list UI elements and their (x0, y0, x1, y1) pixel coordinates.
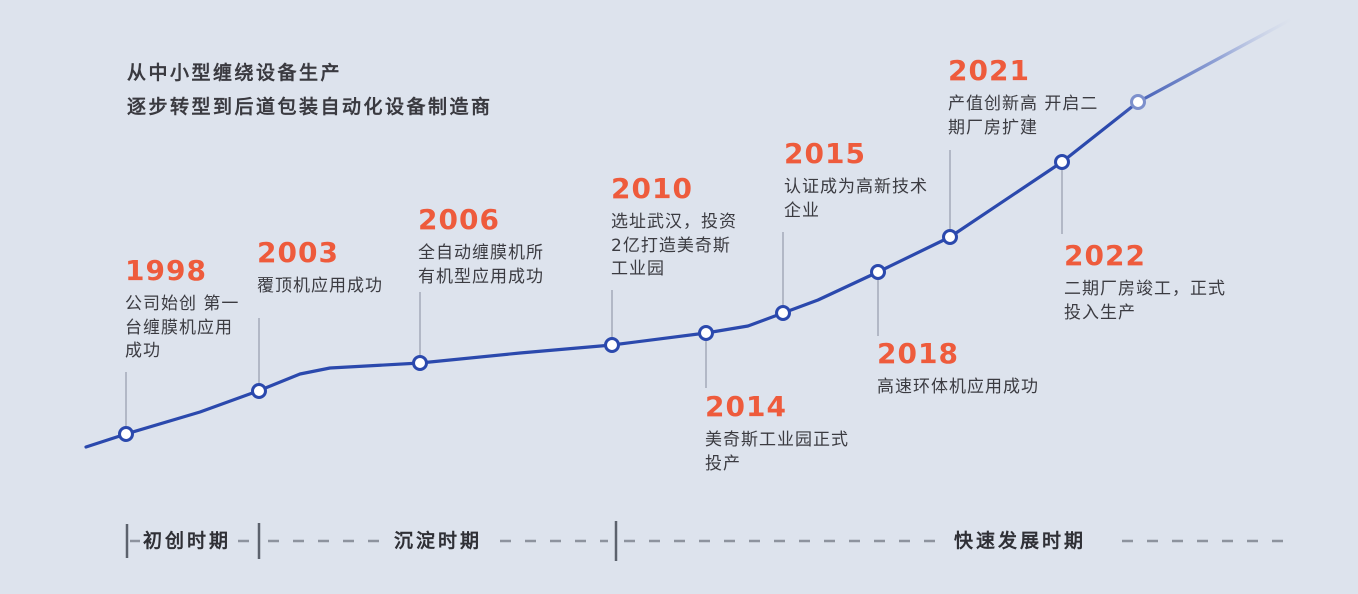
milestone-2022: 2022 二期厂房竣工，正式投入生产 (1064, 241, 1234, 325)
milestone-2003: 2003 覆顶机应用成功 (257, 238, 417, 299)
milestone-2015: 2015 认证成为高新技术企业 (784, 139, 934, 223)
milestone-desc: 认证成为高新技术企业 (784, 177, 928, 221)
milestone-desc: 选址武汉，投资2亿打造美奇斯工业园 (611, 212, 737, 279)
milestone-year: 2014 (705, 390, 787, 423)
milestone-marker (604, 337, 620, 353)
period-label-rapid-growth: 快速发展时期 (954, 530, 1087, 552)
milestone-marker-end (1130, 94, 1146, 110)
milestone-year: 2021 (948, 54, 1030, 87)
milestone-marker (1054, 154, 1070, 170)
milestone-year: 2022 (1064, 239, 1146, 272)
milestone-desc: 公司始创 第一台缠膜机应用成功 (125, 294, 240, 361)
milestone-desc: 产值创新高 开启二期厂房扩建 (948, 94, 1099, 138)
milestone-1998: 1998 公司始创 第一台缠膜机应用成功 (125, 256, 247, 364)
intro-line-1: 从中小型缠绕设备生产 (127, 62, 343, 84)
leader-lines (125, 150, 1063, 427)
milestone-desc: 二期厂房竣工，正式投入生产 (1064, 279, 1226, 323)
milestone-marker (412, 355, 428, 371)
milestone-marker (698, 325, 714, 341)
period-label-consolidation: 沉淀时期 (394, 530, 483, 552)
milestone-2018: 2018 高速环体机应用成功 (877, 339, 1062, 400)
period-axis (125, 521, 1290, 561)
milestone-2006: 2006 全自动缠膜机所有机型应用成功 (418, 205, 552, 289)
period-label-startup: 初创时期 (143, 530, 232, 552)
milestone-desc: 高速环体机应用成功 (877, 377, 1039, 397)
milestone-year: 2015 (784, 137, 866, 170)
milestone-2014: 2014 美奇斯工业园正式投产 (705, 392, 857, 476)
milestone-desc: 全自动缠膜机所有机型应用成功 (418, 243, 544, 287)
milestone-year: 2006 (418, 203, 500, 236)
milestone-desc: 覆顶机应用成功 (257, 276, 383, 296)
milestone-markers (118, 94, 1146, 442)
milestone-marker (870, 264, 886, 280)
milestone-desc: 美奇斯工业园正式投产 (705, 430, 849, 474)
milestone-year: 1998 (125, 254, 207, 287)
milestone-marker (942, 229, 958, 245)
intro-line-2: 逐步转型到后道包装自动化设备制造商 (127, 96, 493, 118)
milestone-year: 2018 (877, 337, 959, 370)
growth-curve (84, 18, 1292, 449)
milestone-year: 2010 (611, 172, 693, 205)
milestone-year: 2003 (257, 236, 339, 269)
timeline-intro: 从中小型缠绕设备生产 逐步转型到后道包装自动化设备制造商 (127, 56, 493, 124)
milestone-marker (775, 305, 791, 321)
milestone-marker (251, 383, 267, 399)
milestone-marker (118, 426, 134, 442)
milestone-2010: 2010 选址武汉，投资2亿打造美奇斯工业园 (611, 174, 745, 282)
milestone-2021: 2021 产值创新高 开启二期厂房扩建 (948, 56, 1106, 140)
